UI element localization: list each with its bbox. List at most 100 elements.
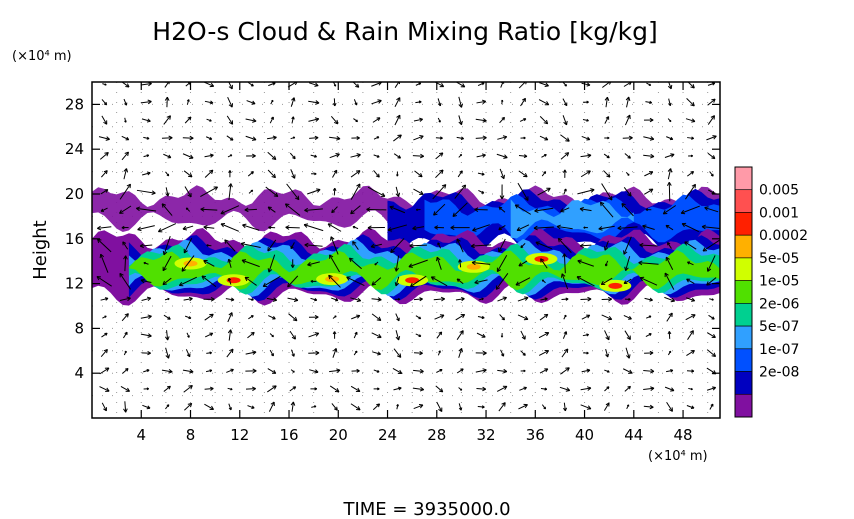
wind-arrow [284, 203, 301, 216]
arrow-shaft [476, 154, 486, 158]
wind-arrow [201, 275, 217, 288]
arrow-head [314, 387, 318, 391]
wind-arrow [394, 297, 401, 301]
arrow-head [669, 119, 672, 123]
arrow-head [250, 171, 254, 175]
wind-arrow [435, 136, 443, 140]
arrow-head [628, 369, 633, 374]
arrow-shaft [664, 153, 675, 158]
arrow-shaft [471, 244, 492, 247]
arrow-shaft [537, 187, 551, 196]
x-tick-label: 8 [186, 426, 196, 444]
arrow-head [474, 207, 479, 212]
wind-vectors [96, 82, 720, 413]
wind-arrow [643, 117, 654, 123]
x-tick-label: 4 [136, 426, 146, 444]
arrow-shaft [539, 368, 549, 374]
wind-arrow [499, 314, 505, 321]
arrow-head [209, 153, 214, 158]
wind-arrow [644, 350, 654, 356]
arrow-shaft [500, 349, 504, 357]
arrow-head [419, 297, 423, 302]
arrow-shaft [161, 137, 173, 139]
wind-arrow [220, 222, 240, 232]
arrow-shaft [352, 241, 359, 250]
wind-arrow [268, 315, 276, 320]
arrow-head [689, 330, 694, 335]
arrow-head [690, 154, 694, 158]
arrow-head [294, 195, 300, 201]
wind-arrow [162, 255, 172, 272]
arrow-shaft [225, 298, 235, 301]
arrow-shaft [331, 403, 338, 411]
wind-arrow [350, 153, 361, 158]
wind-arrow [366, 207, 387, 212]
wind-arrow [161, 135, 173, 141]
colorbar-swatch [734, 257, 753, 281]
wind-arrow [518, 403, 528, 410]
arrow-head [576, 276, 582, 281]
wind-arrow [184, 315, 192, 320]
arrow-head [419, 117, 423, 122]
arrow-shaft [349, 257, 362, 270]
wind-arrow [353, 118, 359, 123]
wind-arrow [560, 134, 570, 142]
wind-arrow [556, 224, 573, 230]
wind-arrow [624, 153, 631, 159]
arrow-head [606, 155, 610, 159]
wind-arrow [562, 98, 568, 107]
arrow-head [377, 351, 381, 356]
arrow-head [481, 405, 485, 409]
arrow-head [540, 258, 545, 263]
wind-arrow [123, 98, 128, 106]
wind-arrow [101, 332, 108, 338]
arrow-head [458, 259, 462, 263]
arrow-shaft [580, 387, 592, 391]
y-tick-label: 20 [65, 185, 84, 203]
wind-arrow [412, 225, 425, 231]
wind-arrow [686, 297, 696, 302]
arrow-shaft [99, 152, 109, 160]
arrow-head [96, 276, 101, 281]
arrow-shaft [184, 116, 192, 124]
arrow-shaft [183, 237, 193, 254]
arrow-head [209, 369, 213, 373]
wind-arrow [458, 403, 463, 411]
wind-arrow [99, 386, 110, 392]
wind-arrow [395, 313, 400, 322]
arrow-head [691, 118, 696, 123]
arrow-head [350, 209, 355, 215]
arrow-head [244, 276, 250, 282]
arrow-head [667, 84, 673, 90]
arrow-head [482, 118, 487, 123]
wind-arrow [538, 350, 550, 356]
arrow-shaft [121, 313, 129, 322]
arrow-head [162, 280, 167, 286]
arrow-shaft [121, 151, 129, 161]
arrow-head [690, 387, 693, 391]
wind-arrow [471, 260, 491, 266]
arrow-shaft [579, 208, 592, 212]
arrow-head [456, 238, 461, 243]
arrow-shaft [395, 330, 400, 341]
arrow-head [124, 151, 129, 157]
wind-arrow [373, 136, 380, 140]
wind-arrow [686, 405, 695, 410]
wind-arrow [539, 313, 549, 321]
wind-arrow [266, 135, 277, 140]
arrow-head [681, 222, 687, 228]
wind-arrow [520, 330, 526, 340]
wind-arrow [373, 387, 380, 391]
arrow-head [329, 254, 334, 259]
arrow-shaft [499, 314, 505, 321]
arrow-shaft [244, 276, 257, 286]
arrow-shaft [291, 116, 294, 124]
arrow-head [577, 259, 582, 264]
wind-arrow [157, 223, 177, 233]
wind-arrow [623, 278, 632, 285]
arrow-head [103, 101, 108, 106]
wind-arrow [242, 223, 260, 231]
wind-arrow [541, 154, 547, 158]
arrow-shaft [666, 136, 673, 140]
wind-arrow [475, 368, 487, 373]
